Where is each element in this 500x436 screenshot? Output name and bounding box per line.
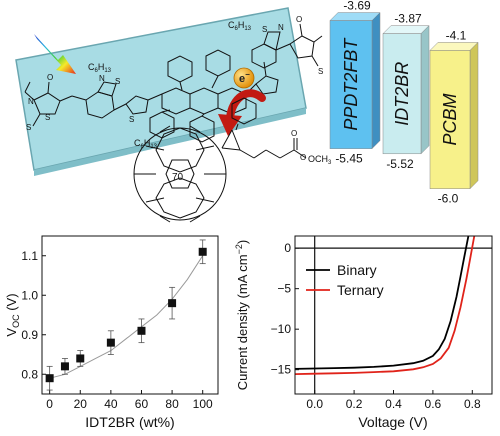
- jv-legend: Binary Ternary: [306, 262, 384, 298]
- jv-series-binary: [295, 236, 470, 370]
- jv-legend-label-binary: Binary: [337, 262, 377, 278]
- jv-y-tick-label: 0: [284, 241, 291, 255]
- homo-label: -5.52: [386, 157, 414, 171]
- energy-block-ppdt2fbt: PPDT2FBT -3.69 -5.45: [329, 0, 381, 166]
- atom-o-carbonyl: O: [47, 73, 53, 82]
- energy-block-side: [371, 11, 381, 150]
- energy-block-pcbm: PCBM -4.1 -6.0: [429, 28, 479, 206]
- lumo-label: -3.87: [394, 12, 422, 26]
- atom-s-right: S: [318, 67, 323, 76]
- energy-level-diagram: PPDT2FBT -3.69 -5.45 IDT2BR -3.87 -5.52 PCBM -4…: [329, 0, 479, 206]
- atom-s-ring: S: [45, 113, 50, 122]
- homo-label: -5.45: [335, 152, 363, 166]
- energy-block-top: [329, 12, 381, 21]
- voc-data-point: [76, 354, 85, 363]
- jv-x-tick-label: 0.8: [464, 397, 481, 411]
- jv-x-tick-label: 0.6: [425, 397, 442, 411]
- voc-y-tick-label: 1.0: [21, 288, 38, 302]
- voc-x-tick-label: 0: [46, 397, 53, 411]
- energy-block-side: [420, 25, 430, 155]
- energy-block-idt2br: IDT2BR -3.87 -5.52: [382, 12, 430, 171]
- energy-block-front: [382, 33, 422, 155]
- energy-block-top: [429, 42, 479, 51]
- atom-o-ester: O: [300, 153, 306, 162]
- atom-n-left: N: [28, 97, 34, 106]
- molecular-illustration: N S S O N S S S N O S C6H13 C6H13 C6H13 …: [15, 7, 332, 223]
- atom-o-right: O: [296, 15, 302, 24]
- voc-chart-frame: [41, 235, 219, 395]
- jv-y-tick-label: −5: [277, 282, 291, 296]
- light-arrow: [34, 34, 76, 74]
- hexyl-chain-label-left: C6H13: [88, 62, 112, 74]
- atom-s-bt-right: S: [262, 25, 267, 34]
- electron-ball: [233, 67, 255, 89]
- voc-y-tick-label: 1.1: [21, 249, 38, 263]
- jv-series-ternary: [295, 236, 476, 375]
- voc-data-point: [198, 247, 207, 256]
- atom-n-bt: N: [99, 74, 105, 83]
- voc-x-tick-label: 40: [104, 397, 118, 411]
- fullerene-c70: [133, 125, 227, 223]
- lumo-label: -4.1: [446, 28, 467, 42]
- material-name-ppdt2fbt: PPDT2FBT: [341, 37, 361, 131]
- jv-x-tick-label: 0.0: [306, 397, 323, 411]
- jv-chart: 0.0 0.2 0.4 0.6 0.8 0 −5 −10 −15 Binary Ternary V…: [234, 235, 493, 430]
- jv-x-tick-label: 0.4: [385, 397, 402, 411]
- jv-x-tick-label: 0.2: [346, 397, 363, 411]
- jv-x-axis-label: Voltage (V): [358, 414, 427, 430]
- atom-s-bt: S: [115, 77, 120, 86]
- voc-data-point: [137, 326, 146, 335]
- voc-y-tick-label: 0.8: [21, 367, 38, 381]
- voc-x-tick-label: 100: [193, 397, 213, 411]
- energy-block-side: [469, 41, 479, 190]
- jv-legend-label-ternary: Ternary: [337, 282, 384, 298]
- material-name-pcbm: PCBM: [440, 94, 460, 146]
- voc-data-point: [60, 362, 69, 371]
- voc-y-axis-label: VOC (V): [4, 293, 21, 336]
- voc-fit-curve: [49, 255, 204, 379]
- atom-labels: N S S O N S S S N O S: [26, 15, 323, 132]
- homo-label: -6.0: [438, 192, 459, 206]
- electron-label: e−: [239, 70, 250, 85]
- atom-s-thione: S: [26, 123, 31, 132]
- jv-y-tick-label: −10: [271, 322, 292, 336]
- hexyl-chain-label-top: C6H13: [228, 20, 252, 32]
- voc-data-point: [45, 374, 54, 383]
- ester-label: OCH3: [308, 154, 332, 166]
- atom-o-ester-carbonyl: O: [291, 129, 297, 138]
- lumo-label: -3.69: [343, 0, 371, 13]
- fullerene-label: 70: [172, 172, 184, 183]
- jv-y-axis-label: Current density (mA cm−2): [234, 240, 250, 390]
- electron-transfer-arrow: [226, 89, 266, 122]
- energy-block-front: [329, 20, 373, 149]
- pcbm-side-chain: [221, 97, 307, 159]
- voc-chart: 0 20 40 60 80 100 0.8 0.9 1.0 1.1 IDT2BR (wt%) VO…: [4, 235, 219, 430]
- energy-block-front: [429, 50, 471, 189]
- voc-data-point: [106, 338, 115, 347]
- voc-x-tick-label: 60: [135, 397, 149, 411]
- jv-chart-frame: [294, 235, 493, 395]
- small-molecule-structure: [24, 23, 323, 143]
- atom-s-thiophene: S: [129, 115, 134, 124]
- material-name-idt2br: IDT2BR: [392, 62, 412, 126]
- jv-y-tick-label: −15: [271, 363, 292, 377]
- atom-n-bt-right: N: [278, 23, 284, 32]
- voc-y-tick-label: 0.9: [21, 328, 38, 342]
- voc-x-tick-label: 80: [165, 397, 179, 411]
- voc-x-tick-label: 20: [74, 397, 88, 411]
- voc-x-axis-label: IDT2BR (wt%): [85, 414, 174, 430]
- voc-data-point: [168, 299, 177, 308]
